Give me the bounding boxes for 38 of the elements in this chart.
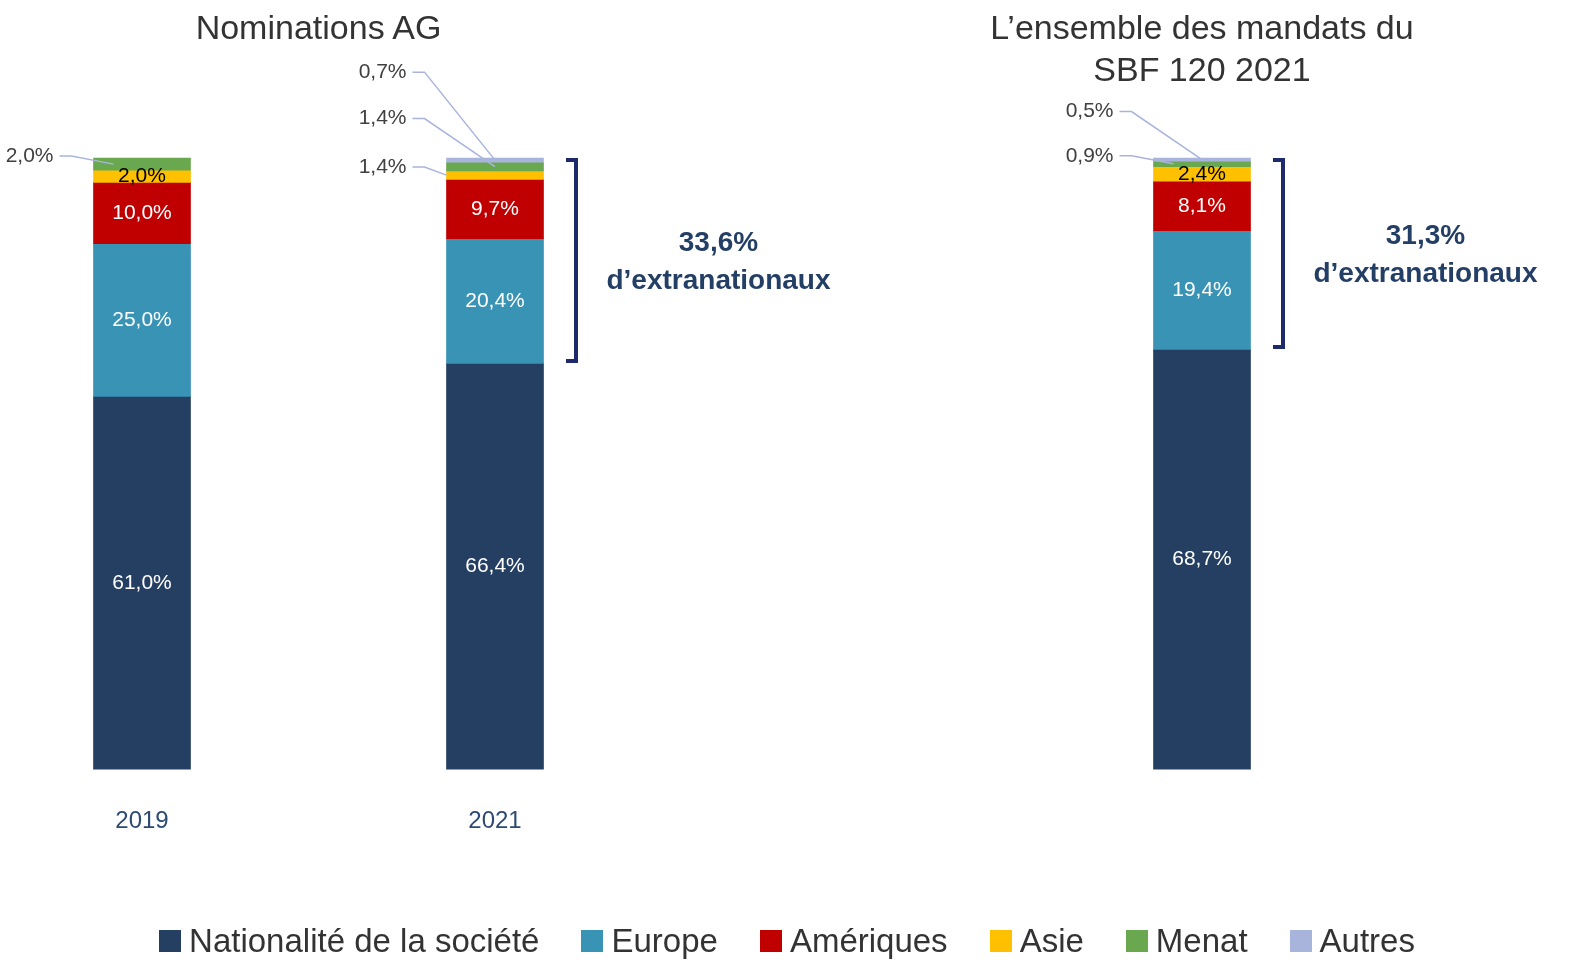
bar xyxy=(1153,230,1251,350)
bar xyxy=(446,179,544,240)
x-tick-label: 2021 xyxy=(468,806,522,834)
data-label: 2,0% xyxy=(5,142,54,166)
chart-title: Nominations AG xyxy=(194,7,443,48)
text: 31,3% d’extranationaux xyxy=(1312,217,1539,290)
chart-title: L’ensemble des mandats du SBF 120 2021 xyxy=(989,7,1415,90)
legend-label: Europe xyxy=(610,922,718,960)
data-label: 2,4% xyxy=(1178,160,1226,184)
data-label: 8,1% xyxy=(1178,192,1226,216)
bar xyxy=(1153,348,1251,770)
legend-label: Menat xyxy=(1154,922,1248,960)
bar xyxy=(93,243,191,397)
annotation: 33,6% d’extranationaux xyxy=(605,224,832,297)
data-label: 25,0% xyxy=(112,306,172,330)
bar xyxy=(446,238,544,364)
data-label: 20,4% xyxy=(465,287,525,311)
data-label: 10,0% xyxy=(112,199,172,223)
data-label: 1,4% xyxy=(358,153,407,177)
legend-label: Autres xyxy=(1318,922,1415,960)
data-label: 0,9% xyxy=(1065,142,1114,166)
data-label: 68,7% xyxy=(1172,546,1232,570)
data-label: 9,7% xyxy=(471,195,519,219)
data-label: 0,5% xyxy=(1065,98,1114,122)
x-tick-label: 2019 xyxy=(115,806,169,834)
legend-label: Amériques xyxy=(788,922,948,960)
legend-label: Asie xyxy=(1018,922,1084,960)
data-label: 1,4% xyxy=(358,105,407,129)
bar xyxy=(446,170,544,180)
bar xyxy=(446,363,544,770)
bar xyxy=(93,396,191,770)
data-label: 2,0% xyxy=(118,163,166,187)
legend-label: Nationalité de la société xyxy=(188,922,540,960)
data-label: 0,7% xyxy=(358,58,407,82)
data-label: 61,0% xyxy=(112,569,172,593)
bar xyxy=(1153,160,1251,167)
data-label: 19,4% xyxy=(1172,276,1232,300)
data-label: 66,4% xyxy=(465,553,525,577)
